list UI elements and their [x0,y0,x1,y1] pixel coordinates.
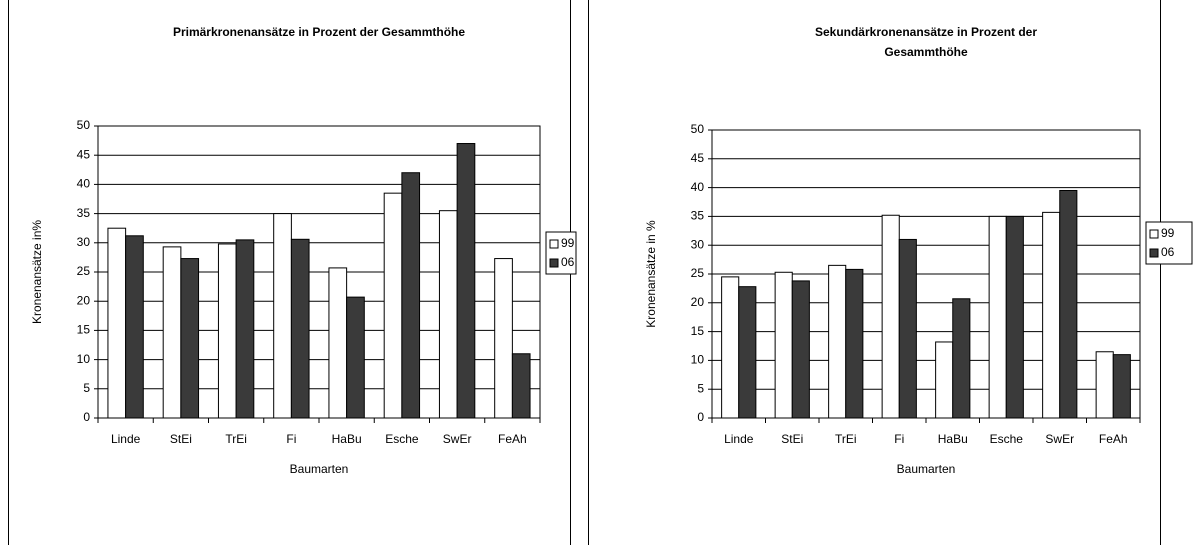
x-tick-label: Linde [724,432,754,446]
bar [1005,215,1024,419]
x-tick-label: Esche [990,432,1024,446]
y-tick-label: 50 [691,122,705,136]
chart-title: Primärkronenansätze in Prozent der Gesam… [172,25,466,39]
x-tick-label: HaBu [332,432,362,446]
y-tick-label: 40 [691,180,705,194]
x-tick-label: Esche [385,432,419,446]
y-tick-label: 40 [77,177,91,191]
chart-frame [588,0,1161,545]
legend-label: 99 [1161,226,1175,240]
bar [456,143,476,419]
x-tick-label: Fi [894,432,904,446]
bar [1095,351,1114,419]
bar [952,298,971,419]
y-tick-label: 0 [83,410,90,424]
bar [235,239,255,419]
y-tick-label: 5 [697,381,704,395]
chart-frame [8,0,571,545]
bar [511,353,531,419]
x-tick-label: StEi [170,432,192,446]
bar [346,296,365,419]
y-axis-label: Kronenansätze in% [30,220,44,324]
y-tick-label: 25 [77,264,91,278]
bar [273,213,292,419]
bar [290,238,310,419]
y-tick-label: 30 [691,237,705,251]
x-tick-label: HaBu [938,432,968,446]
bar [1059,189,1078,419]
x-tick-label: SwEr [1045,432,1074,446]
bar [162,246,182,419]
y-tick-label: 45 [77,147,91,161]
legend-swatch [1149,248,1159,258]
x-tick-label: Fi [286,432,296,446]
bar [383,192,403,419]
y-tick-label: 10 [691,353,705,367]
bar [791,280,810,419]
legend-swatch [549,258,559,268]
y-tick-label: 0 [697,410,704,424]
bar [107,227,127,419]
x-tick-label: SwEr [443,432,472,446]
chart-title: Sekundärkronenansätze in Prozent der Ges… [814,25,1038,59]
y-tick-label: 25 [691,266,705,280]
x-tick-label: TrEi [225,432,247,446]
legend-label: 06 [561,255,575,269]
bar [935,341,954,419]
x-tick-label: Linde [111,432,141,446]
y-tick-label: 20 [77,293,91,307]
bar [217,243,237,419]
bar [774,271,793,419]
y-tick-label: 35 [691,209,705,223]
x-axis-label: Baumarten [897,462,956,476]
bar [1112,354,1131,419]
bar [1042,211,1061,419]
bar [125,235,144,419]
bar [881,214,900,419]
y-tick-label: 15 [691,324,705,338]
bar [438,210,458,419]
y-tick-label: 35 [77,206,91,220]
y-axis-label: Kronenansätze in % [644,220,658,328]
bar [328,267,348,419]
y-tick-label: 10 [77,352,91,366]
x-tick-label: FeAh [498,432,527,446]
legend-swatch [549,239,559,249]
y-tick-label: 15 [77,323,91,337]
bar [721,276,740,419]
bar [494,258,513,419]
y-tick-label: 45 [691,151,705,165]
x-axis-label: Baumarten [290,462,349,476]
x-tick-label: TrEi [835,432,857,446]
bar [180,258,200,419]
legend-label: 06 [1161,245,1175,259]
legend-swatch [1149,229,1159,239]
x-tick-label: StEi [781,432,803,446]
bar [738,286,757,419]
y-tick-label: 20 [691,295,705,309]
legend-label: 99 [561,236,575,250]
bar [401,172,421,419]
y-tick-label: 5 [83,381,90,395]
x-tick-label: FeAh [1099,432,1128,446]
bar [845,268,864,419]
y-tick-label: 30 [77,235,91,249]
bar [828,264,847,419]
y-tick-label: 50 [77,118,91,132]
bar [988,215,1007,419]
bar [898,238,917,419]
